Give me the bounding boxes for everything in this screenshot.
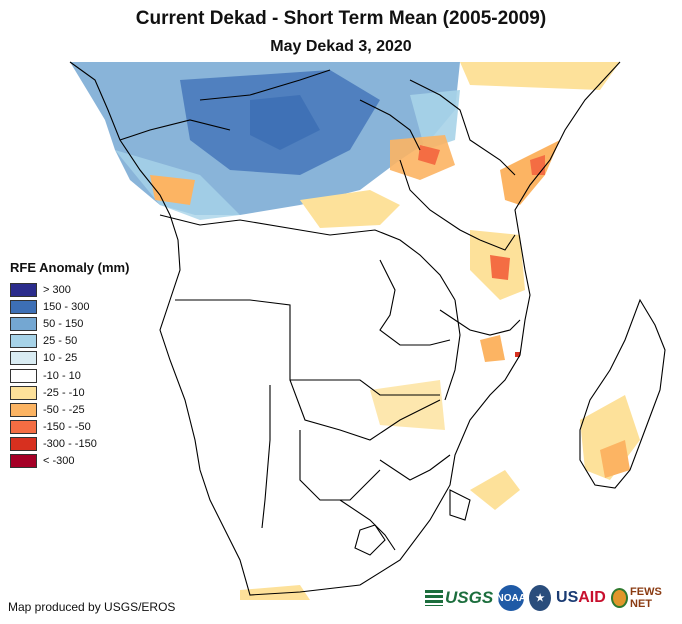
legend-swatch [10, 385, 37, 400]
map-title: Current Dekad - Short Term Mean (2005-20… [135, 8, 547, 29]
legend-swatch [10, 402, 37, 417]
country-borders [69, 61, 666, 596]
legend-item: -50 - -25 [10, 401, 129, 418]
usaid-logo: USAID [556, 589, 606, 606]
map-subtitle: May Dekad 3, 2020 [270, 38, 412, 55]
legend-label: > 300 [43, 283, 71, 296]
legend-label: -25 - -10 [43, 386, 85, 399]
map-credit: Map produced by USGS/EROS [8, 600, 176, 614]
dry-anomaly-areas [150, 62, 640, 600]
legend-swatch [10, 368, 37, 383]
legend-swatch [10, 282, 37, 297]
agency-logos: USGS NOAA ★ USAID FEWS NET [425, 582, 677, 614]
fews-net-icon [610, 588, 629, 608]
legend-label: 10 - 25 [43, 352, 78, 365]
legend-item: 50 - 150 [10, 315, 129, 332]
legend-item: -25 - -10 [10, 384, 129, 401]
anomaly-map [69, 61, 666, 600]
usgs-icon [425, 590, 443, 606]
map-legend: RFE Anomaly (mm) > 300 150 - 300 50 - 15… [10, 260, 129, 470]
legend-swatch [10, 454, 37, 469]
legend-item: 25 - 50 [10, 333, 129, 350]
legend-swatch [10, 316, 37, 331]
legend-item: 10 - 25 [10, 350, 129, 367]
legend-swatch [10, 351, 37, 366]
fews-net-logo: FEWS NET [610, 586, 677, 610]
legend-item: 150 - 300 [10, 298, 129, 315]
legend-item: -150 - -50 [10, 419, 129, 436]
noaa-logo: NOAA [496, 585, 526, 611]
legend-label: 150 - 300 [43, 300, 90, 313]
legend-item: -10 - 10 [10, 367, 129, 384]
legend-swatch [10, 299, 37, 314]
legend-item: < -300 [10, 453, 129, 470]
legend-label: -50 - -25 [43, 403, 85, 416]
legend-label: -10 - 10 [43, 369, 81, 382]
legend-item: > 300 [10, 281, 129, 298]
legend-label: < -300 [43, 455, 75, 468]
legend-swatch [10, 334, 37, 349]
legend-label: -300 - -150 [43, 438, 97, 451]
legend-swatch [10, 437, 37, 452]
legend-label: 25 - 50 [43, 335, 78, 348]
usaid-seal-icon: ★ [529, 585, 552, 611]
legend-swatch [10, 420, 37, 435]
legend-label: -150 - -50 [43, 421, 91, 434]
legend-title: RFE Anomaly (mm) [10, 260, 130, 275]
legend-label: 50 - 150 [43, 317, 84, 330]
legend-item: -300 - -150 [10, 436, 129, 453]
usgs-logo: USGS [425, 588, 493, 608]
